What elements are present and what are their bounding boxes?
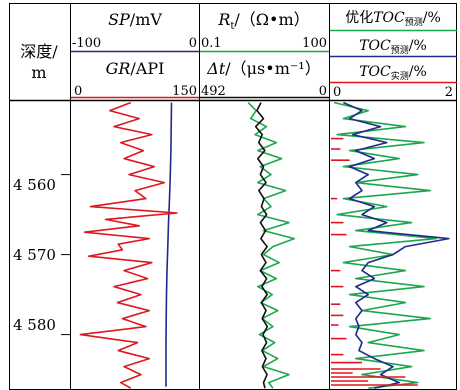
depth-unit: m: [31, 63, 46, 82]
sp-title: SP/mV: [108, 10, 162, 29]
toc-pred-title: TOC预测/%: [359, 38, 427, 56]
sp-max-label: 0: [189, 36, 197, 51]
dt-title: Δt/（μs•m⁻¹）: [206, 59, 320, 78]
dt-max-label: 0: [319, 84, 327, 99]
gr-curve: [79, 101, 178, 389]
rt-title: Rt/（Ω•m）: [217, 10, 309, 32]
toc-meas-title: TOC实测/%: [359, 64, 427, 82]
track-toc: [331, 101, 450, 389]
toc-opt-title: 优化TOC预测/%: [345, 10, 441, 28]
sp-curve: [165, 102, 173, 387]
depth-tick-label: 4 570: [13, 246, 56, 264]
toc-min-label: 0: [333, 85, 341, 100]
depth-tick-label: 4 580: [13, 316, 56, 334]
rt-min-label: 0.1: [201, 36, 222, 51]
depth-label: 深度/: [20, 42, 58, 61]
gr-title: GR/API: [106, 59, 165, 78]
depth-axis: 4 560 4 570 4 580: [13, 174, 70, 336]
dt-curve: [254, 102, 269, 389]
gr-min-label: 0: [74, 84, 82, 99]
rt-max-label: 100: [302, 36, 327, 51]
toc-optimized-curve: [333, 101, 438, 389]
track-sp-gr: [79, 101, 178, 389]
sp-min-label: -100: [72, 36, 101, 51]
gr-max-label: 150: [172, 84, 197, 99]
toc-max-label: 2: [445, 85, 453, 100]
dt-min-label: 492: [201, 84, 226, 99]
toc-predicted-curve: [343, 101, 450, 389]
track-rt-dt: [247, 102, 296, 389]
depth-tick-label: 4 560: [13, 176, 56, 194]
rt-curve: [247, 102, 296, 389]
